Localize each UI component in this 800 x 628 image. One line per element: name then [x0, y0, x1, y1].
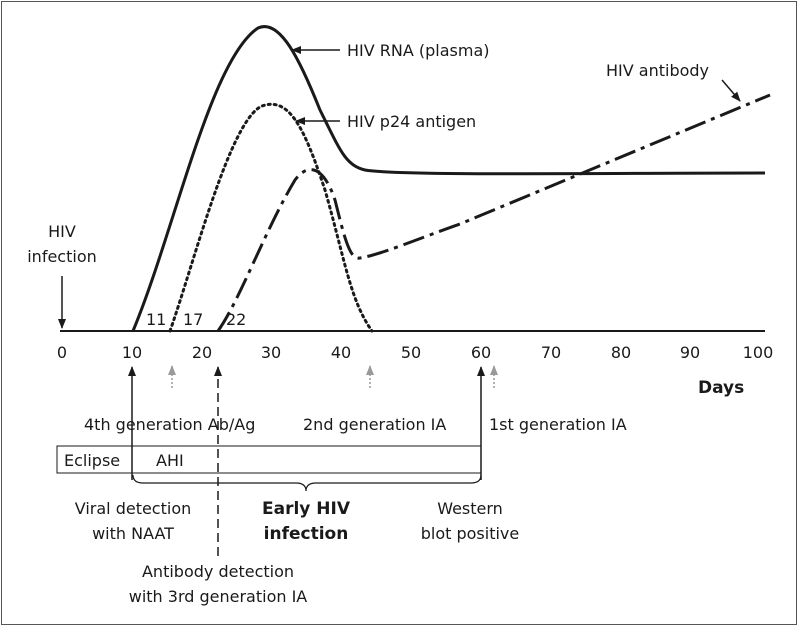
onset-day-p24: 17	[183, 310, 203, 329]
p24-curve-label: HIV p24 antigen	[347, 112, 476, 131]
tick-label: 90	[680, 343, 700, 362]
onset-day-antibody: 22	[226, 310, 246, 329]
third-gen-detection-label-line1: Antibody detection	[142, 562, 294, 581]
western-blot-label-line1: Western	[437, 499, 503, 518]
tick-label: 50	[401, 343, 421, 362]
acute-infection-phase-box	[131, 445, 482, 474]
hiv-antibody-curve	[216, 93, 771, 332]
days-axis-label: Days	[698, 378, 744, 398]
hiv-p24-antigen-curve	[168, 102, 374, 333]
western-blot-label-line2: blot positive	[421, 524, 520, 543]
first-gen-label: 1st generation IA	[489, 415, 627, 434]
tick-label: 80	[611, 343, 631, 362]
early-infection-brace	[132, 474, 482, 492]
tick-label: 70	[541, 343, 561, 362]
ahi-phase-label: AHI	[156, 451, 184, 470]
early-infection-label-line1: Early HIV	[262, 499, 351, 519]
antibody-curve-label: HIV antibody	[606, 61, 709, 80]
second-gen-label: 2nd generation IA	[303, 415, 446, 434]
antibody-label-pointer	[721, 79, 741, 102]
naat-detection-label-line1: Viral detection	[75, 499, 192, 518]
naat-detection-label-line2: with NAAT	[92, 524, 174, 543]
hiv-rna-curve	[131, 25, 766, 332]
tick-label: 100	[743, 343, 774, 362]
early-infection-label-line2: infection	[264, 524, 349, 544]
infection-label-line1: HIV	[48, 222, 76, 241]
infection-label-line2: infection	[27, 247, 97, 266]
tick-label: 40	[331, 343, 351, 362]
third-gen-detection-label-line2: with 3rd generation IA	[129, 587, 308, 606]
tick-label: 60	[471, 343, 491, 362]
tick-label: 10	[122, 343, 142, 362]
fourth-gen-label: 4th generation Ab/Ag	[84, 415, 255, 434]
tick-label: 0	[57, 343, 67, 362]
tick-label: 20	[192, 343, 212, 362]
rna-curve-label: HIV RNA (plasma)	[347, 41, 490, 60]
onset-day-rna: 11	[146, 310, 166, 329]
tick-label: 30	[261, 343, 281, 362]
eclipse-phase-label: Eclipse	[64, 451, 120, 470]
